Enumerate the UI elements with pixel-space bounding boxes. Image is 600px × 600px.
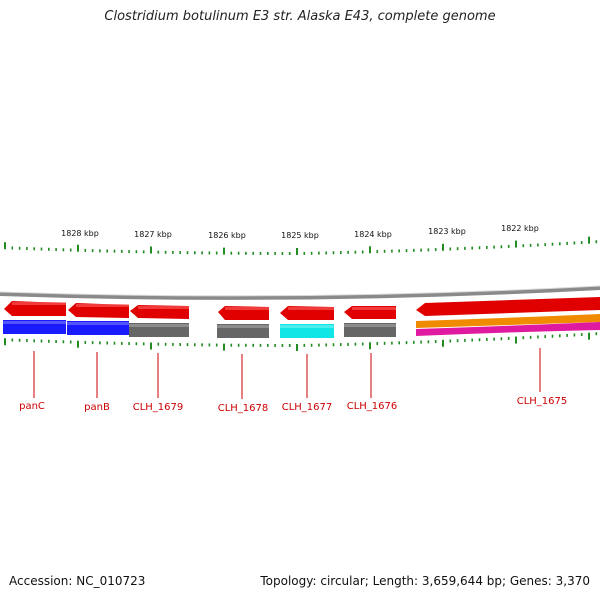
gene-labels: panC panB CLH_1679 CLH_1678 CLH_1677 CLH…	[19, 396, 567, 414]
kbp-label: 1825 kbp	[281, 231, 319, 240]
kbp-label: 1822 kbp	[501, 224, 539, 233]
leader-lines	[33, 348, 541, 399]
cds-clh1675-orange	[416, 314, 600, 328]
kbp-label: 1824 kbp	[354, 230, 392, 239]
kbp-label: 1823 kbp	[428, 227, 466, 236]
gene-label-clh1677: CLH_1677	[282, 402, 333, 413]
kbp-label: 1828 kbp	[61, 229, 99, 238]
gene-label-clh1675: CLH_1675	[517, 396, 568, 407]
cds-panC	[3, 320, 66, 334]
gene-arrow-clh1675	[416, 297, 600, 316]
cds-clh1676	[344, 323, 396, 337]
gene-arrow-shading	[12, 302, 396, 310]
backbone-arc	[0, 286, 600, 300]
ticks-outer	[4, 236, 598, 255]
backbone-arc-highlight	[0, 285, 600, 297]
gene-label-clh1678: CLH_1678	[218, 403, 269, 414]
cds-clh1677	[280, 324, 334, 338]
kbp-label: 1827 kbp	[134, 230, 172, 239]
cds-clh1675-magenta	[416, 322, 600, 336]
kbp-labels: 1828 kbp 1827 kbp 1826 kbp 1825 kbp 1824…	[61, 224, 539, 240]
map-title: Clostridium botulinum E3 str. Alaska E43…	[104, 9, 496, 24]
cds-track	[3, 314, 600, 338]
cds-clh1678	[217, 324, 269, 338]
cds-highlights	[3, 321, 396, 328]
cds-clh1679	[129, 323, 189, 337]
topology-summary: Topology: circular; Length: 3,659,644 bp…	[260, 574, 590, 588]
gene-label-clh1679: CLH_1679	[133, 402, 184, 413]
cds-panB	[67, 321, 129, 335]
accession-text: Accession: NC_010723	[9, 574, 146, 588]
gene-label-panC: panC	[19, 401, 45, 412]
gene-label-panB: panB	[84, 402, 110, 413]
gene-label-clh1676: CLH_1676	[347, 401, 398, 412]
kbp-label: 1826 kbp	[208, 231, 246, 240]
ticks-inner	[4, 332, 598, 351]
